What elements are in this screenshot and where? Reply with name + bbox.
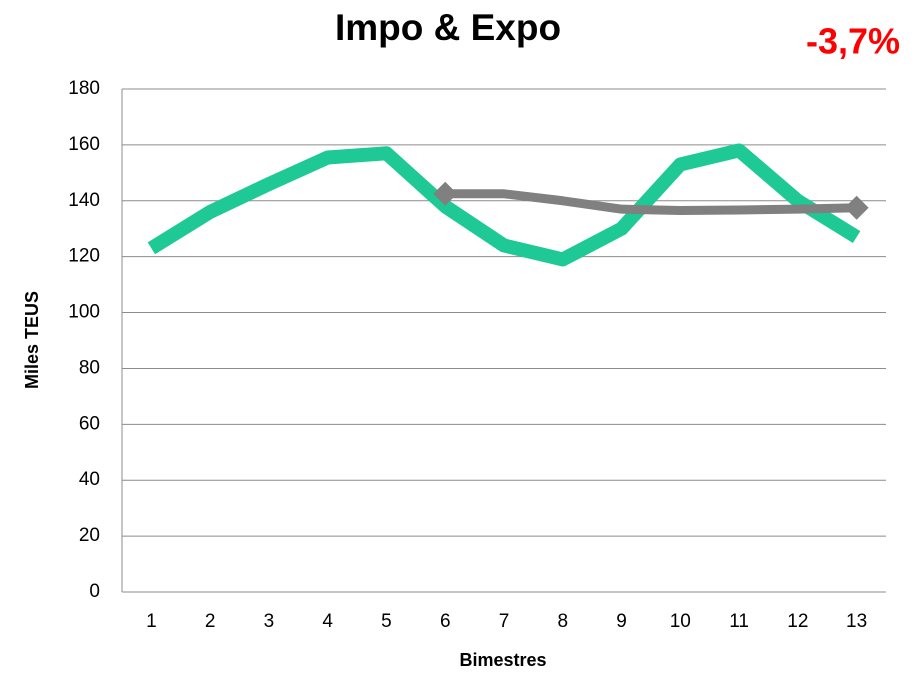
x-tick-label: 13 [846, 611, 867, 632]
series-line [147, 143, 861, 267]
x-tick-label: 11 [729, 611, 749, 632]
x-tick-label: 2 [205, 611, 216, 632]
x-tick-label: 3 [264, 611, 275, 632]
y-tick-label: 100 [68, 302, 100, 323]
x-tick-label: 4 [322, 611, 333, 632]
y-axis-label: Miles TEUS [22, 291, 42, 389]
y-tick-label: 180 [68, 78, 100, 99]
point-marker [433, 181, 458, 206]
y-tick-label: 60 [79, 413, 100, 434]
y-tick-label: 40 [79, 469, 100, 490]
x-tick-label: 10 [670, 611, 691, 632]
annotation: -3,7% [806, 21, 900, 62]
y-tick-label: 20 [79, 525, 100, 546]
y-tick-label: 0 [89, 581, 100, 602]
x-tick-label: 5 [381, 611, 392, 632]
y-tick-label: 80 [79, 357, 100, 378]
x-tick-label: 6 [440, 611, 451, 632]
point-marker [844, 195, 869, 220]
x-tick-label: 1 [146, 611, 157, 632]
y-tick-label: 120 [68, 246, 100, 267]
x-tick-label: 7 [499, 611, 510, 632]
x-tick-label: 8 [557, 611, 568, 632]
y-tick-label: 160 [68, 134, 100, 155]
y-tick-label: 140 [68, 190, 100, 211]
x-axis-label: Bimestres [459, 650, 546, 670]
series-line [445, 189, 857, 216]
x-tick-label: 12 [787, 611, 808, 632]
chart-title: Impo & Expo [335, 7, 561, 48]
x-tick-label: 9 [616, 611, 627, 632]
